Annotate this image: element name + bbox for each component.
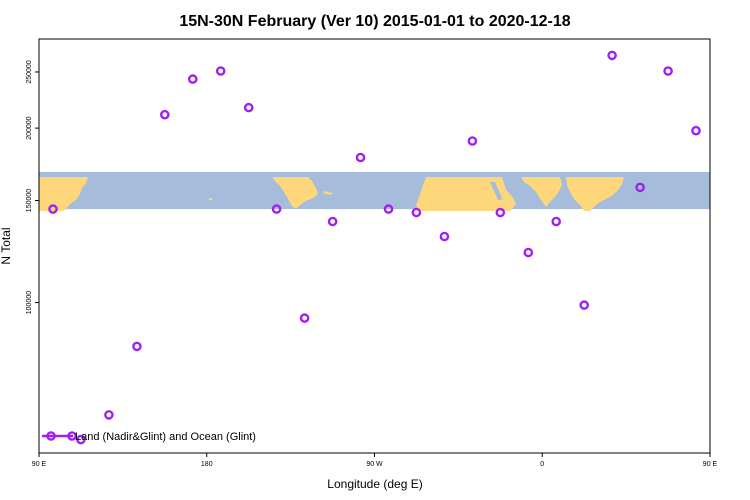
x-tick-label: 0 bbox=[540, 461, 544, 468]
data-point bbox=[439, 231, 450, 242]
data-point bbox=[383, 204, 394, 214]
land-hawaii bbox=[209, 198, 212, 200]
y-tick-label: 250000 bbox=[26, 60, 33, 83]
legend: Land (Nadir&Glint) and Ocean (Glint) bbox=[42, 431, 256, 443]
land-baja bbox=[276, 177, 284, 188]
land-asia-east bbox=[39, 177, 88, 211]
data-point bbox=[635, 182, 645, 193]
land-masses bbox=[39, 177, 624, 211]
x-tick-label: 180 bbox=[201, 461, 213, 468]
land-arabia-south bbox=[500, 199, 516, 206]
data-point bbox=[411, 207, 422, 218]
x-tick-label: 90 W bbox=[366, 461, 383, 468]
y-tick-label: 200000 bbox=[26, 116, 33, 139]
data-point bbox=[551, 216, 562, 227]
land-india bbox=[521, 177, 562, 207]
data-point bbox=[187, 74, 198, 84]
y-tick-label: 100000 bbox=[26, 291, 33, 314]
data-point bbox=[243, 102, 254, 113]
y-axis: 100000 150000 200000 250000 bbox=[26, 60, 39, 314]
data-point bbox=[663, 66, 673, 76]
legend-marker bbox=[67, 431, 77, 441]
land-africa-arabia bbox=[416, 177, 516, 211]
data-point bbox=[104, 410, 114, 420]
legend-marker bbox=[46, 431, 56, 441]
data-point bbox=[132, 341, 142, 352]
data-point bbox=[327, 216, 338, 227]
data-point bbox=[355, 152, 366, 163]
land-caribbean bbox=[323, 191, 333, 195]
data-point bbox=[523, 247, 534, 258]
y-tick-label: 150000 bbox=[26, 189, 33, 212]
data-point bbox=[159, 109, 170, 120]
data-point bbox=[579, 300, 590, 310]
data-point bbox=[215, 66, 226, 76]
data-point bbox=[691, 125, 701, 136]
data-point bbox=[495, 207, 506, 218]
data-points bbox=[48, 50, 727, 445]
x-axis: 90 E 180 90 W 0 90 E bbox=[32, 453, 718, 468]
data-point bbox=[467, 136, 478, 146]
y-axis-label: N Total bbox=[0, 227, 13, 264]
data-point bbox=[299, 313, 310, 323]
data-point bbox=[720, 206, 727, 213]
x-axis-label: Longitude (deg E) bbox=[327, 477, 422, 491]
land-southeast-asia bbox=[566, 177, 624, 211]
x-tick-label: 90 E bbox=[703, 461, 718, 468]
chart-title: 15N-30N February (Ver 10) 2015-01-01 to … bbox=[179, 13, 570, 30]
legend-label: Land (Nadir&Glint) and Ocean (Glint) bbox=[75, 431, 256, 443]
data-point bbox=[76, 434, 86, 445]
data-point bbox=[271, 204, 282, 214]
data-point bbox=[607, 50, 617, 61]
plot-frame bbox=[38, 38, 711, 454]
data-point bbox=[48, 204, 58, 214]
x-tick-label: 90 E bbox=[32, 461, 47, 468]
red-sea bbox=[490, 182, 503, 200]
world-map-band bbox=[39, 172, 710, 211]
